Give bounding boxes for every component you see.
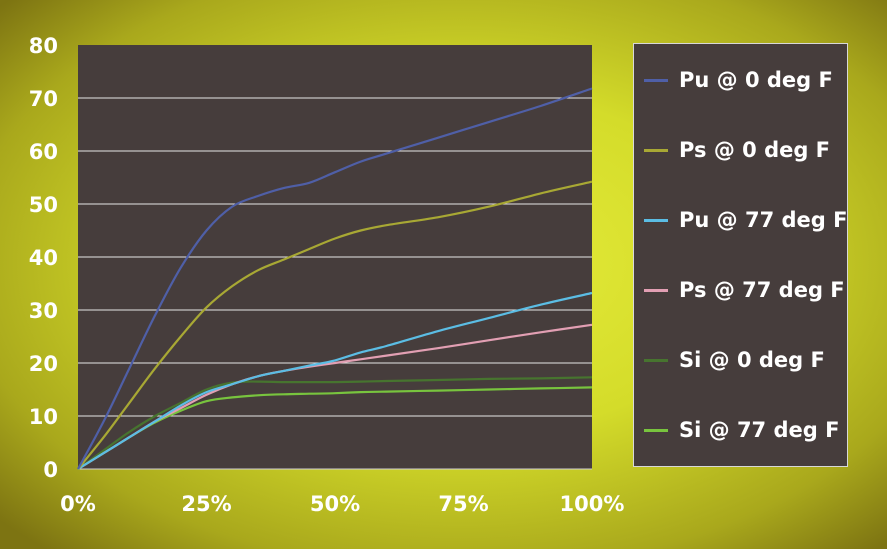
series-line-2 xyxy=(77,291,593,470)
x-tick-label: 100% xyxy=(560,492,625,516)
legend-label: Si @ 77 deg F xyxy=(679,418,840,442)
x-tick-label: 25% xyxy=(181,492,231,516)
legend-label: Pu @ 77 deg F xyxy=(679,208,848,232)
x-tick-label: 0% xyxy=(60,492,96,516)
legend-swatch xyxy=(644,429,668,432)
x-tick-label: 75% xyxy=(438,492,488,516)
y-tick-label: 70 xyxy=(29,87,58,111)
series-lines xyxy=(77,87,593,470)
legend-swatch xyxy=(644,79,668,82)
y-axis-ticks: 0 10 20 30 40 50 60 70 80 xyxy=(29,34,58,482)
legend-swatch xyxy=(644,149,668,152)
legend-label: Pu @ 0 deg F xyxy=(679,68,833,92)
legend-swatch xyxy=(644,359,668,362)
x-axis-ticks: 0% 25% 50% 75% 100% xyxy=(60,492,624,516)
legend-swatch xyxy=(644,289,668,292)
legend-label: Si @ 0 deg F xyxy=(679,348,825,372)
x-tick-label: 50% xyxy=(310,492,360,516)
y-tick-label: 60 xyxy=(29,140,58,164)
legend: Pu @ 0 deg F Ps @ 0 deg F Pu @ 77 deg F Ps … xyxy=(633,43,848,467)
y-tick-label: 40 xyxy=(29,246,58,270)
y-tick-label: 20 xyxy=(29,352,58,376)
y-tick-label: 30 xyxy=(29,299,58,323)
y-tick-label: 80 xyxy=(29,34,58,58)
y-tick-label: 10 xyxy=(29,405,58,429)
series-line-4 xyxy=(77,376,593,470)
series-line-0 xyxy=(77,87,593,470)
y-tick-label: 50 xyxy=(29,193,58,217)
y-tick-label: 0 xyxy=(43,458,58,482)
legend-swatch xyxy=(644,219,668,222)
legend-label: Ps @ 0 deg F xyxy=(679,138,831,162)
series-line-1 xyxy=(77,180,593,470)
legend-label: Ps @ 77 deg F xyxy=(679,278,845,302)
